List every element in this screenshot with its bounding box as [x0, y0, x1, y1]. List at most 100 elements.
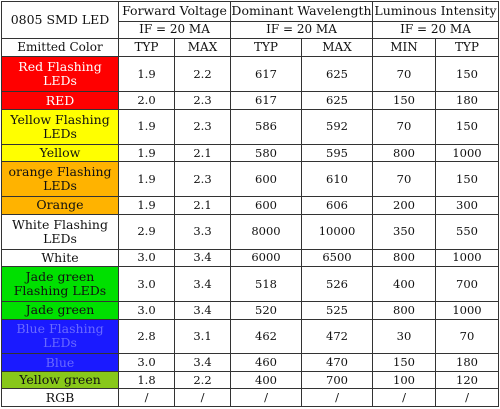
value-cell: 800 [372, 143, 436, 163]
header-row-columns: Emitted Color TYP MAX TYP MAX MIN TYP [1, 37, 499, 58]
header-row-groups: 0805 SMD LED Forward Voltage Dominant Wa… [1, 1, 499, 39]
value-cell: 3.4 [174, 301, 231, 320]
emitted-color-cell: White Flashing LEDs [1, 213, 119, 250]
table-row: Red Flashing LEDs 1.9 2.2 617 625 70 150 [1, 56, 499, 93]
value-cell: 3.4 [174, 266, 231, 303]
value-cell: 550 [435, 213, 499, 250]
col-header: MAX [301, 37, 373, 58]
value-cell: 2.1 [174, 143, 231, 163]
value-cell: 2.3 [174, 91, 231, 110]
emitted-color-cell: Blue Flashing LEDs [1, 318, 119, 355]
emitted-color-cell: White [1, 248, 119, 268]
value-cell: 3.0 [118, 248, 175, 268]
value-cell: 2.8 [118, 318, 175, 355]
value-cell: 120 [435, 370, 499, 390]
value-cell: 472 [301, 318, 373, 355]
emitted-color-cell: Yellow green [1, 370, 119, 390]
group-forward-voltage: Forward Voltage [118, 1, 231, 22]
corner-header: 0805 SMD LED [1, 1, 119, 39]
value-cell: 586 [230, 108, 302, 145]
value-cell: 625 [301, 56, 373, 93]
value-cell: 3.0 [118, 353, 175, 372]
value-cell: 606 [301, 196, 373, 215]
table-row: Yellow Flashing LEDs 1.9 2.3 586 592 70 150 [1, 108, 499, 145]
value-cell: 300 [435, 196, 499, 215]
value-cell: 526 [301, 266, 373, 303]
value-cell: 1.9 [118, 196, 175, 215]
col-header: TYP [118, 37, 175, 58]
table-row: orange Flashing LEDs 1.9 2.3 600 610 70 150 [1, 161, 499, 198]
value-cell: 180 [435, 91, 499, 110]
value-cell: 400 [230, 370, 302, 390]
value-cell: 800 [372, 248, 436, 268]
value-cell: / [372, 388, 436, 407]
table-row: Blue Flashing LEDs 2.8 3.1 462 472 30 70 [1, 318, 499, 355]
value-cell: / [230, 388, 302, 407]
value-cell: 350 [372, 213, 436, 250]
value-cell: 8000 [230, 213, 302, 250]
value-cell: 70 [372, 161, 436, 198]
value-cell: 580 [230, 143, 302, 163]
group-luminous-intensity: Luminous Intensity [372, 1, 499, 22]
emitted-color-cell: Jade green [1, 301, 119, 320]
emitted-color-cell: Red Flashing LEDs [1, 56, 119, 93]
table-row: Blue 3.0 3.4 460 470 150 180 [1, 353, 499, 372]
value-cell: 150 [435, 161, 499, 198]
value-cell: / [435, 388, 499, 407]
value-cell: 610 [301, 161, 373, 198]
table-row: Orange 1.9 2.1 600 606 200 300 [1, 196, 499, 215]
col-header: MIN [372, 37, 436, 58]
value-cell: 525 [301, 301, 373, 320]
emitted-color-cell: Orange [1, 196, 119, 215]
value-cell: 2.2 [174, 370, 231, 390]
emitted-color-cell: Yellow Flashing LEDs [1, 108, 119, 145]
value-cell: 460 [230, 353, 302, 372]
value-cell: 1000 [435, 143, 499, 163]
table-row: RED 2.0 2.3 617 625 150 180 [1, 91, 499, 110]
condition-dominant-wavelength: IF = 20 MA [230, 20, 373, 39]
value-cell: 2.1 [174, 196, 231, 215]
value-cell: 2.9 [118, 213, 175, 250]
value-cell: 2.3 [174, 161, 231, 198]
value-cell: 600 [230, 161, 302, 198]
value-cell: 595 [301, 143, 373, 163]
value-cell: 617 [230, 91, 302, 110]
value-cell: 2.0 [118, 91, 175, 110]
value-cell: 700 [301, 370, 373, 390]
table-row: Yellow green 1.8 2.2 400 700 100 120 [1, 370, 499, 390]
value-cell: 1.9 [118, 161, 175, 198]
table-row: Jade green Flashing LEDs 3.0 3.4 518 526 400 7… [1, 266, 499, 303]
value-cell: 180 [435, 353, 499, 372]
value-cell: 6000 [230, 248, 302, 268]
value-cell: 3.1 [174, 318, 231, 355]
value-cell: 617 [230, 56, 302, 93]
value-cell: 1000 [435, 301, 499, 320]
table-row: Jade green 3.0 3.4 520 525 800 1000 [1, 301, 499, 320]
value-cell: 400 [372, 266, 436, 303]
value-cell: 592 [301, 108, 373, 145]
condition-luminous-intensity: IF = 20 MA [372, 20, 499, 39]
emitted-color-cell: Blue [1, 353, 119, 372]
group-dominant-wavelength: Dominant Wavelength [230, 1, 373, 22]
value-cell: 150 [435, 108, 499, 145]
value-cell: 70 [372, 56, 436, 93]
condition-forward-voltage: IF = 20 MA [118, 20, 231, 39]
col-header: TYP [435, 37, 499, 58]
emitted-color-cell: Jade green Flashing LEDs [1, 266, 119, 303]
table-row: White 3.0 3.4 6000 6500 800 1000 [1, 248, 499, 268]
table-row: Yellow 1.9 2.1 580 595 800 1000 [1, 143, 499, 163]
emitted-color-cell: RGB [1, 388, 119, 407]
value-cell: 10000 [301, 213, 373, 250]
header-row-conditions: IF = 20 MA IF = 20 MA IF = 20 MA [2, 20, 499, 39]
value-cell: 700 [435, 266, 499, 303]
value-cell: 1.8 [118, 370, 175, 390]
col-header: TYP [230, 37, 302, 58]
value-cell: 3.3 [174, 213, 231, 250]
value-cell: 1000 [435, 248, 499, 268]
value-cell: 3.0 [118, 266, 175, 303]
value-cell: 150 [435, 56, 499, 93]
value-cell: 3.4 [174, 248, 231, 268]
emitted-color-header: Emitted Color [1, 37, 119, 58]
value-cell: 2.2 [174, 56, 231, 93]
